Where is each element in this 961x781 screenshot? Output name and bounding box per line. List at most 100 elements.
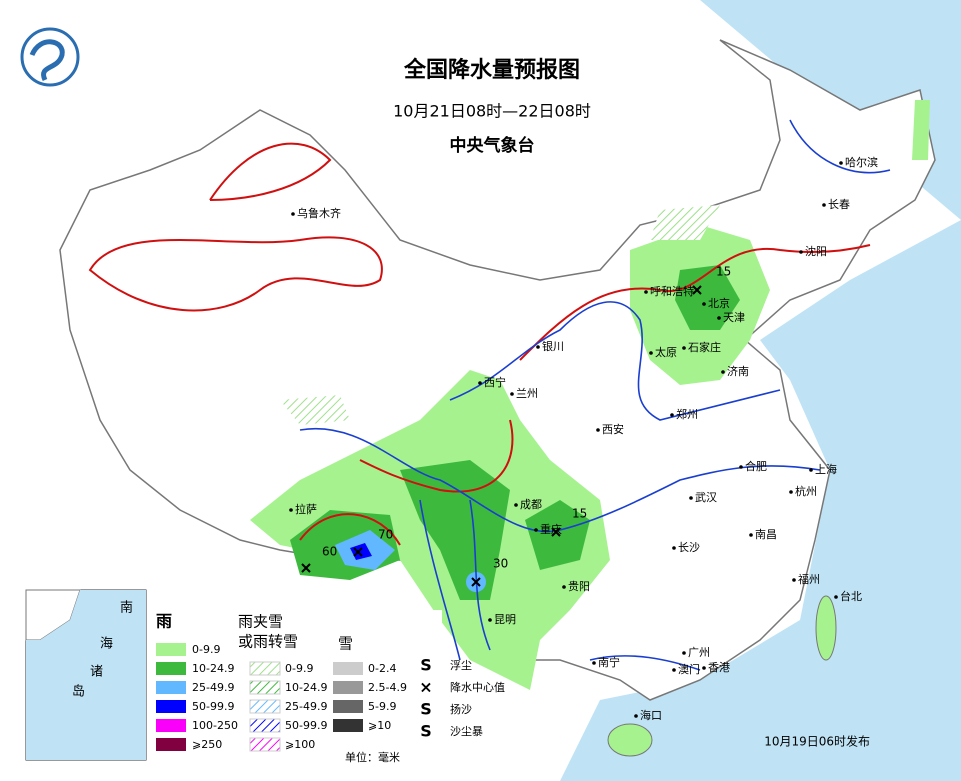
city-dot — [592, 661, 596, 665]
city-label: 澳门 — [678, 662, 700, 676]
city-dot — [634, 714, 638, 718]
legend-label: 0-2.4 — [368, 662, 396, 675]
legend-swatch — [249, 718, 281, 733]
city-dot — [289, 508, 293, 512]
city-dot — [799, 250, 803, 254]
sea — [560, 0, 961, 781]
legend-frame — [150, 610, 442, 775]
city-label: 天津 — [723, 311, 745, 324]
logo — [20, 27, 80, 87]
legend-title: 或雨转雪 — [238, 633, 298, 651]
city-label: 福州 — [798, 572, 820, 586]
city-dot — [822, 203, 826, 207]
footer: 10月19日06时发布 — [764, 734, 870, 749]
legend-symbol: S — [420, 700, 432, 719]
legend-label: ⩾10 — [368, 719, 391, 732]
city-label: 济南 — [727, 364, 749, 378]
city-dot — [478, 381, 482, 385]
legend-label: 沙尘暴 — [450, 725, 483, 738]
legend-swatch — [333, 700, 363, 713]
unit: 单位：毫米 — [345, 750, 400, 764]
legend-swatch — [156, 681, 186, 694]
snow-line — [88, 236, 383, 312]
center-mark — [471, 577, 481, 587]
city-label: 北京 — [708, 296, 730, 310]
legend-swatch — [333, 662, 363, 675]
city-label: 台北 — [840, 589, 862, 603]
legend-symbol: × — [419, 678, 432, 697]
sleet-area — [650, 205, 720, 240]
city-label: 沈阳 — [805, 244, 827, 258]
legend-title: 雪 — [338, 635, 353, 653]
city-dot — [514, 503, 518, 507]
city-dot — [510, 392, 514, 396]
legend-label: 10-24.9 — [285, 681, 327, 694]
title: 全国降水量预报图 — [403, 57, 580, 83]
inset-sea — [26, 590, 146, 760]
city-label: 西安 — [602, 422, 624, 436]
legend-label: 2.5-4.9 — [368, 681, 407, 694]
rain-area — [675, 265, 740, 330]
snow-line — [519, 244, 871, 361]
city-dot — [834, 595, 838, 599]
city-label: 拉萨 — [295, 502, 317, 516]
center-value: 15 — [716, 265, 731, 279]
city-dot — [649, 351, 653, 355]
songhua — [789, 119, 891, 174]
center-value: 60 — [322, 545, 337, 559]
city-dot — [739, 465, 743, 469]
legend-label: 100-250 — [192, 719, 238, 732]
city-dot — [672, 668, 676, 672]
rain-area — [525, 500, 590, 570]
rivers — [299, 119, 891, 671]
legend-swatch — [156, 719, 186, 732]
subtitle: 10月21日08时—22日08时 — [393, 102, 591, 121]
city-dot — [670, 413, 674, 417]
legend-label: 25-49.9 — [192, 681, 234, 694]
center-mark — [301, 563, 311, 573]
legend-swatch — [249, 661, 281, 676]
city-label: 石家庄 — [688, 340, 721, 354]
city-dot — [682, 346, 686, 350]
legend-label: 扬沙 — [450, 702, 472, 716]
city-dot — [749, 533, 753, 537]
city-dot — [291, 212, 295, 216]
legend-swatch — [333, 681, 363, 694]
city-dot — [562, 585, 566, 589]
center-mark — [353, 547, 363, 557]
legend-swatch — [249, 680, 281, 695]
city-label: 合肥 — [745, 459, 767, 473]
center-mark — [692, 285, 702, 295]
legend-label: 浮尘 — [450, 659, 472, 672]
city-dot — [839, 161, 843, 165]
city-label: 杭州 — [795, 484, 817, 498]
legend-swatch — [156, 700, 186, 713]
city-dot — [534, 528, 538, 532]
city-dot — [702, 302, 706, 306]
city-label: 南昌 — [755, 528, 777, 541]
center-value: 70 — [378, 528, 393, 542]
snow-line — [299, 419, 514, 546]
logo-mark — [29, 39, 65, 82]
legend-swatch — [333, 719, 363, 732]
city-label: 长春 — [828, 198, 850, 211]
city-dot — [682, 651, 686, 655]
city-dot — [596, 428, 600, 432]
city-label: 长沙 — [678, 541, 700, 554]
city-dot — [792, 578, 796, 582]
city-dot — [721, 370, 725, 374]
legend-swatch — [249, 699, 281, 714]
taiwan — [815, 595, 837, 661]
legend-title: 雨 — [156, 612, 172, 631]
city-label: 海口 — [640, 708, 662, 722]
city-dot — [488, 618, 492, 622]
legend-label: 50-99.9 — [192, 700, 234, 713]
hainan — [607, 723, 653, 757]
legend-symbol: S — [420, 722, 432, 741]
center-value: 15 — [572, 507, 587, 521]
city-dot — [789, 490, 793, 494]
legend-label: 50-99.9 — [285, 719, 327, 732]
city-label: 西宁 — [484, 375, 506, 389]
